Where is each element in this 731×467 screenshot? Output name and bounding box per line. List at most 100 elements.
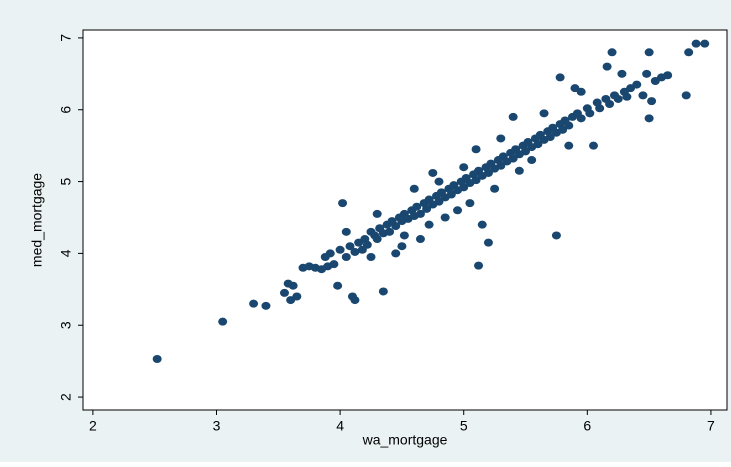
point [399,231,409,240]
point [564,121,574,130]
point [335,245,345,254]
point [428,168,438,177]
point [644,48,654,57]
point [632,80,642,89]
point [372,235,382,244]
point [152,354,162,363]
x-tick-label: 2 [89,418,97,434]
point [700,39,710,48]
y-tick-label: 2 [58,393,74,401]
point [292,292,302,301]
point [329,260,339,269]
point [539,109,549,118]
point [459,183,469,192]
point [261,301,271,310]
point [391,249,401,258]
point [422,204,432,213]
point [446,190,456,199]
point [459,163,469,172]
point [691,39,701,48]
point [350,296,360,305]
point [555,73,565,82]
point [434,197,444,206]
point [366,252,376,261]
point [595,104,605,113]
point [279,288,289,297]
point [617,69,627,78]
point [533,140,543,149]
point [333,281,343,290]
point [440,213,450,222]
point [341,227,351,236]
point [465,199,475,208]
x-tick-label: 6 [583,418,591,434]
point [508,112,518,121]
point [391,222,401,231]
y-tick-label: 7 [58,34,74,42]
point [412,202,422,211]
point [545,133,555,142]
point [424,220,434,229]
point [605,99,615,108]
point [681,91,691,100]
point [341,252,351,261]
point [514,166,524,175]
point [218,317,228,326]
point [647,97,657,106]
y-tick-label: 5 [58,177,74,185]
point [434,177,444,186]
point [477,220,487,229]
point [249,299,259,308]
point [642,69,652,78]
point [372,209,382,218]
point [325,249,335,258]
y-axis-label: med_mortgage [29,173,45,267]
point [521,147,531,156]
point [558,125,568,134]
point [496,161,506,170]
point [576,87,586,96]
point [684,48,694,57]
x-tick-label: 5 [460,418,468,434]
point [350,247,360,256]
point [576,114,586,123]
point [345,242,355,251]
point [385,227,395,236]
point [602,62,612,71]
point [471,176,481,185]
point [483,168,493,177]
point [415,209,425,218]
x-tick-label: 3 [213,418,221,434]
point [415,235,425,244]
point [483,238,493,247]
point [338,199,348,208]
point [453,206,463,215]
point [378,287,388,296]
x-tick-label: 7 [707,418,715,434]
point [490,184,500,193]
y-tick-label: 3 [58,321,74,329]
point [471,145,481,154]
point [589,141,599,150]
point [397,242,407,251]
point [585,109,595,118]
point [663,71,673,80]
point [508,154,518,163]
x-tick-label: 4 [336,418,344,434]
point [622,92,632,101]
point [607,48,617,57]
point [564,141,574,150]
point [644,114,654,123]
x-axis-label: wa_mortgage [362,432,448,448]
point [638,91,648,100]
point [551,231,561,240]
point [362,240,372,249]
y-tick-label: 6 [58,106,74,114]
point [613,94,623,103]
point [409,184,419,193]
point [474,261,484,270]
point [527,156,537,165]
y-tick-label: 4 [58,249,74,257]
point [496,134,506,143]
